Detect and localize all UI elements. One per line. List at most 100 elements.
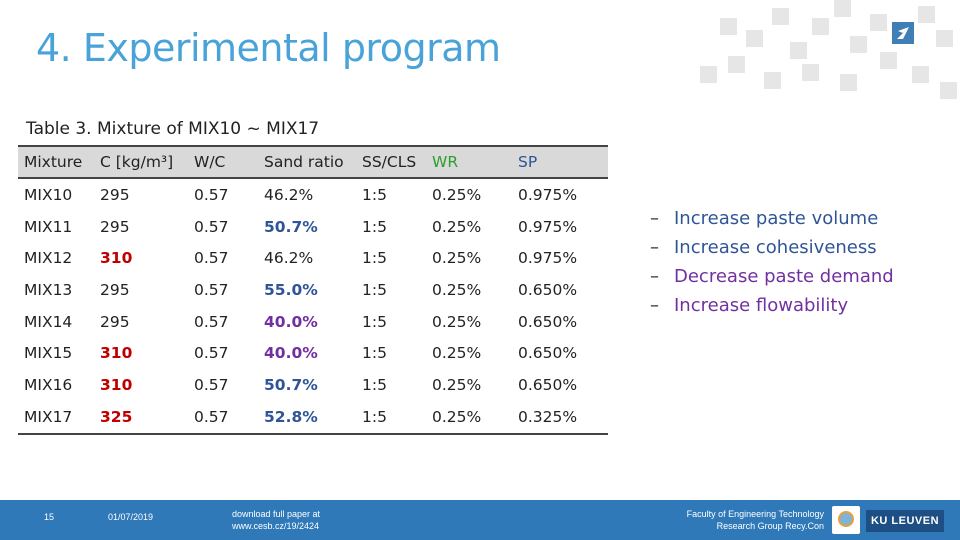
list-item: – Increase cohesiveness [650, 233, 894, 262]
cell-ss-cls: 1:5 [356, 400, 426, 435]
cell-sand-ratio: 40.0% [264, 312, 318, 331]
cell-mixture: MIX15 [24, 344, 73, 363]
list-item: – Increase flowability [650, 291, 894, 320]
cell-mixture: MIX16 [24, 375, 73, 394]
cell-sp: 0.650% [518, 344, 578, 363]
cell-mixture: MIX11 [24, 217, 73, 236]
download-link[interactable]: www.cesb.cz/19/2424 [232, 521, 320, 531]
col-cement: C [kg/m³] [94, 145, 188, 179]
mixture-table: Mixture C [kg/m³] W/C Sand ratio SS/CLS … [18, 145, 608, 435]
cell-sp: 0.975% [518, 185, 578, 204]
table-row: MIX17 325 0.57 52.8% 1:5 0.25% 0.325% [18, 400, 608, 435]
cell-sp: 0.650% [518, 312, 578, 331]
cell-wc: 0.57 [194, 312, 229, 331]
cell-sp: 0.650% [518, 375, 578, 394]
cell-sp: 0.975% [518, 249, 578, 268]
table-row: MIX16 310 0.57 50.7% 1:5 0.25% 0.650% [18, 369, 608, 401]
cell-ss-cls: 1:5 [362, 280, 387, 299]
faculty-note: Faculty of Engineering Technology Resear… [687, 508, 824, 532]
cell-cement: 310 [100, 375, 133, 394]
cell-sand-ratio: 40.0% [264, 344, 318, 363]
cell-sand-ratio: 50.7% [264, 375, 318, 394]
list-item: – Decrease paste demand [650, 262, 894, 291]
cell-mixture: MIX14 [24, 312, 73, 331]
faculty-line-2: Research Group Recy.Con [716, 521, 824, 531]
download-line-1: download full paper at [232, 509, 321, 519]
cell-sand-ratio: 55.0% [264, 280, 318, 299]
cell-cement: 310 [100, 249, 133, 268]
col-mixture: Mixture [18, 145, 94, 179]
cell-mixture: MIX17 [18, 400, 94, 435]
cell-sp: 0.325% [512, 400, 608, 435]
cell-wr: 0.25% [432, 280, 482, 299]
col-sp: SP [512, 145, 608, 179]
bullet-text: Increase cohesiveness [674, 237, 877, 258]
cell-wc: 0.57 [194, 344, 229, 363]
cell-wc: 0.57 [194, 375, 229, 394]
bullet-text: Increase flowability [674, 295, 849, 316]
dash-marker: – [650, 266, 659, 287]
page-title: 4. Experimental program [36, 26, 501, 70]
cell-cement: 310 [100, 344, 133, 363]
dash-marker: – [650, 295, 659, 316]
cell-wr: 0.25% [426, 400, 512, 435]
cell-wc: 0.57 [194, 280, 229, 299]
cell-cement: 295 [100, 185, 130, 204]
list-item: – Increase paste volume [650, 204, 894, 233]
cell-sand-ratio: 52.8% [258, 400, 356, 435]
cell-sand-ratio: 46.2% [264, 249, 314, 268]
cell-cement: 295 [100, 312, 130, 331]
cell-ss-cls: 1:5 [362, 249, 387, 268]
cell-wr: 0.25% [432, 217, 482, 236]
table-caption: Table 3. Mixture of MIX10 ~ MIX17 [26, 119, 320, 139]
table-row: MIX13 295 0.57 55.0% 1:5 0.25% 0.650% [18, 274, 608, 306]
cell-mixture: MIX12 [24, 249, 73, 268]
recycon-logo-icon [832, 506, 860, 534]
cell-ss-cls: 1:5 [362, 375, 387, 394]
dash-marker: – [650, 237, 659, 258]
bullet-text: Decrease paste demand [674, 266, 894, 287]
col-wr: WR [426, 145, 512, 179]
col-ss-cls: SS/CLS [356, 145, 426, 179]
cell-sp: 0.975% [518, 217, 578, 236]
cell-cement: 295 [100, 280, 130, 299]
cell-wc: 0.57 [194, 249, 229, 268]
cell-cement: 325 [94, 400, 188, 435]
cell-ss-cls: 1:5 [362, 185, 387, 204]
col-sand-ratio: Sand ratio [258, 145, 356, 179]
arrow-logo-icon [892, 22, 914, 44]
cell-wr: 0.25% [432, 375, 482, 394]
table-header-row: Mixture C [kg/m³] W/C Sand ratio SS/CLS … [18, 145, 608, 179]
cell-wr: 0.25% [432, 312, 482, 331]
cell-mixture: MIX10 [24, 185, 73, 204]
faculty-line-1: Faculty of Engineering Technology [686, 509, 824, 519]
cell-ss-cls: 1:5 [362, 312, 387, 331]
cell-ss-cls: 1:5 [362, 344, 387, 363]
cell-cement: 295 [100, 217, 130, 236]
cell-wr: 0.25% [432, 249, 482, 268]
university-logo: KU LEUVEN [866, 510, 944, 532]
effects-list: – Increase paste volume – Increase cohesiv… [650, 204, 894, 320]
table-row: MIX11 295 0.57 50.7% 1:5 0.25% 0.975% [18, 211, 608, 243]
col-wc: W/C [188, 145, 258, 179]
cell-wc: 0.57 [194, 217, 229, 236]
dash-marker: – [650, 208, 659, 229]
cell-wc: 0.57 [194, 185, 229, 204]
footer-bar: 15 01/07/2019 download full paper at www… [0, 500, 960, 540]
table-row: MIX12 310 0.57 46.2% 1:5 0.25% 0.975% [18, 242, 608, 274]
cell-sand-ratio: 50.7% [264, 217, 318, 236]
cell-sand-ratio: 46.2% [264, 185, 314, 204]
download-note: download full paper at www.cesb.cz/19/24… [232, 508, 320, 532]
bullet-text: Increase paste volume [674, 208, 879, 229]
cell-sp: 0.650% [518, 280, 578, 299]
footer-date: 01/07/2019 [108, 512, 154, 522]
cell-wc: 0.57 [188, 400, 258, 435]
table-row: MIX10 295 0.57 46.2% 1:5 0.25% 0.975% [18, 178, 608, 211]
cell-wr: 0.25% [432, 344, 482, 363]
table-row: MIX14 295 0.57 40.0% 1:5 0.25% 0.650% [18, 306, 608, 338]
page-number: 15 [44, 512, 55, 522]
cell-wr: 0.25% [432, 185, 482, 204]
table-row: MIX15 310 0.57 40.0% 1:5 0.25% 0.650% [18, 337, 608, 369]
cell-ss-cls: 1:5 [362, 217, 387, 236]
decorative-mosaic [0, 0, 960, 100]
